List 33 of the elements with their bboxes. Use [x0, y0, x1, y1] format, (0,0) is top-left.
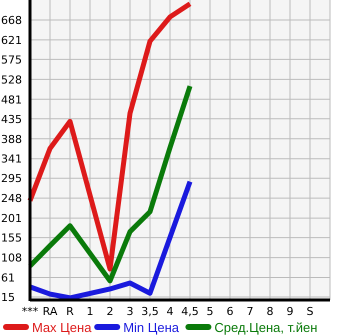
x-tick-label: S — [306, 305, 314, 318]
x-tick-label: 4 — [166, 305, 174, 318]
y-tick-label: 435 — [1, 112, 22, 126]
x-tick-label: *** — [22, 305, 39, 318]
y-tick-label: 341 — [1, 152, 22, 166]
y-tick-label: 621 — [1, 34, 22, 47]
x-tick-label: 2 — [106, 305, 114, 318]
y-tick-label: 668 — [1, 14, 22, 27]
x-tick-label: 3,5 — [141, 305, 159, 318]
y-tick-label: 295 — [1, 172, 22, 186]
y-tick-label: 155 — [1, 232, 22, 245]
y-tick-label: 248 — [1, 192, 22, 206]
y-tick-label: 201 — [1, 212, 22, 226]
y-tick-label: 575 — [1, 53, 22, 66]
y-tick-label: 108 — [1, 252, 22, 265]
legend-label: Min Цена — [123, 320, 180, 335]
x-tick-label: R — [66, 305, 74, 318]
y-tick-label: 61 — [1, 272, 15, 285]
legend-label: Сред.Цена, т.йен — [214, 320, 318, 335]
y-tick-label: 388 — [1, 132, 22, 146]
x-tick-label: 8 — [266, 305, 274, 318]
y-tick-label: 528 — [1, 73, 22, 86]
x-tick-label: 5 — [206, 305, 214, 318]
legend-label: Max Цена — [32, 320, 92, 335]
y-tick-label: 481 — [1, 93, 22, 106]
x-tick-label: RA — [42, 305, 58, 318]
x-tick-label: 4,5 — [181, 305, 199, 318]
x-tick-label: 9 — [286, 305, 294, 318]
x-tick-label: 1 — [86, 305, 94, 318]
x-tick-label: 7 — [246, 305, 254, 318]
y-tick-label: 15 — [1, 291, 15, 304]
x-tick-label: 6 — [226, 305, 234, 318]
x-tick-label: 3 — [126, 305, 134, 318]
